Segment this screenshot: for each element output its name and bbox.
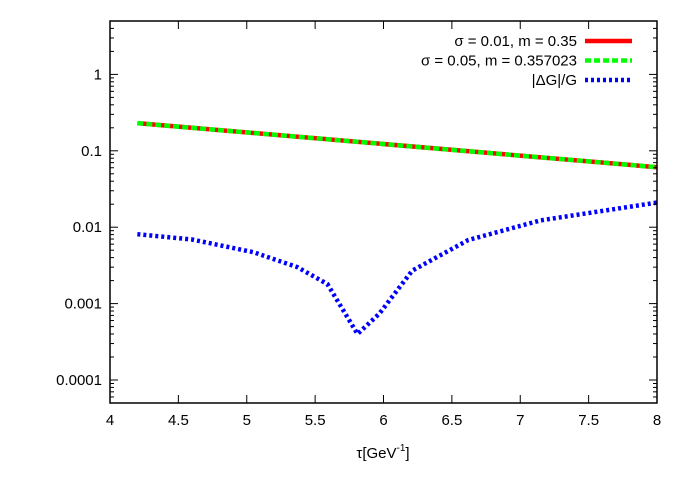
- legend-label: σ = 0.05, m = 0.357023: [421, 53, 577, 70]
- legend-label: σ = 0.01, m = 0.35: [454, 33, 577, 50]
- series-line-2: [137, 200, 658, 338]
- x-tick-label: 7: [516, 412, 524, 429]
- y-tick-label: 0.1: [81, 143, 102, 160]
- series-line-1: [137, 120, 658, 170]
- x-tick-label: 7.5: [578, 412, 599, 429]
- y-tick-label: 0.01: [73, 219, 102, 236]
- x-axis-label: τ[GeV-1]: [356, 443, 409, 462]
- y-tick-label: 1: [94, 66, 102, 83]
- x-tick-label: 6.5: [441, 412, 462, 429]
- y-tick-label: 0.001: [64, 296, 102, 313]
- x-tick-label: 4.5: [168, 412, 189, 429]
- x-tick-label: 4: [106, 412, 114, 429]
- x-tick-label: 6: [379, 412, 387, 429]
- x-tick-label: 5.5: [305, 412, 326, 429]
- y-tick-label: 0.0001: [56, 372, 102, 389]
- legend-label: |ΔG|/G: [532, 72, 577, 89]
- x-tick-label: 8: [653, 412, 661, 429]
- x-tick-label: 5: [243, 412, 251, 429]
